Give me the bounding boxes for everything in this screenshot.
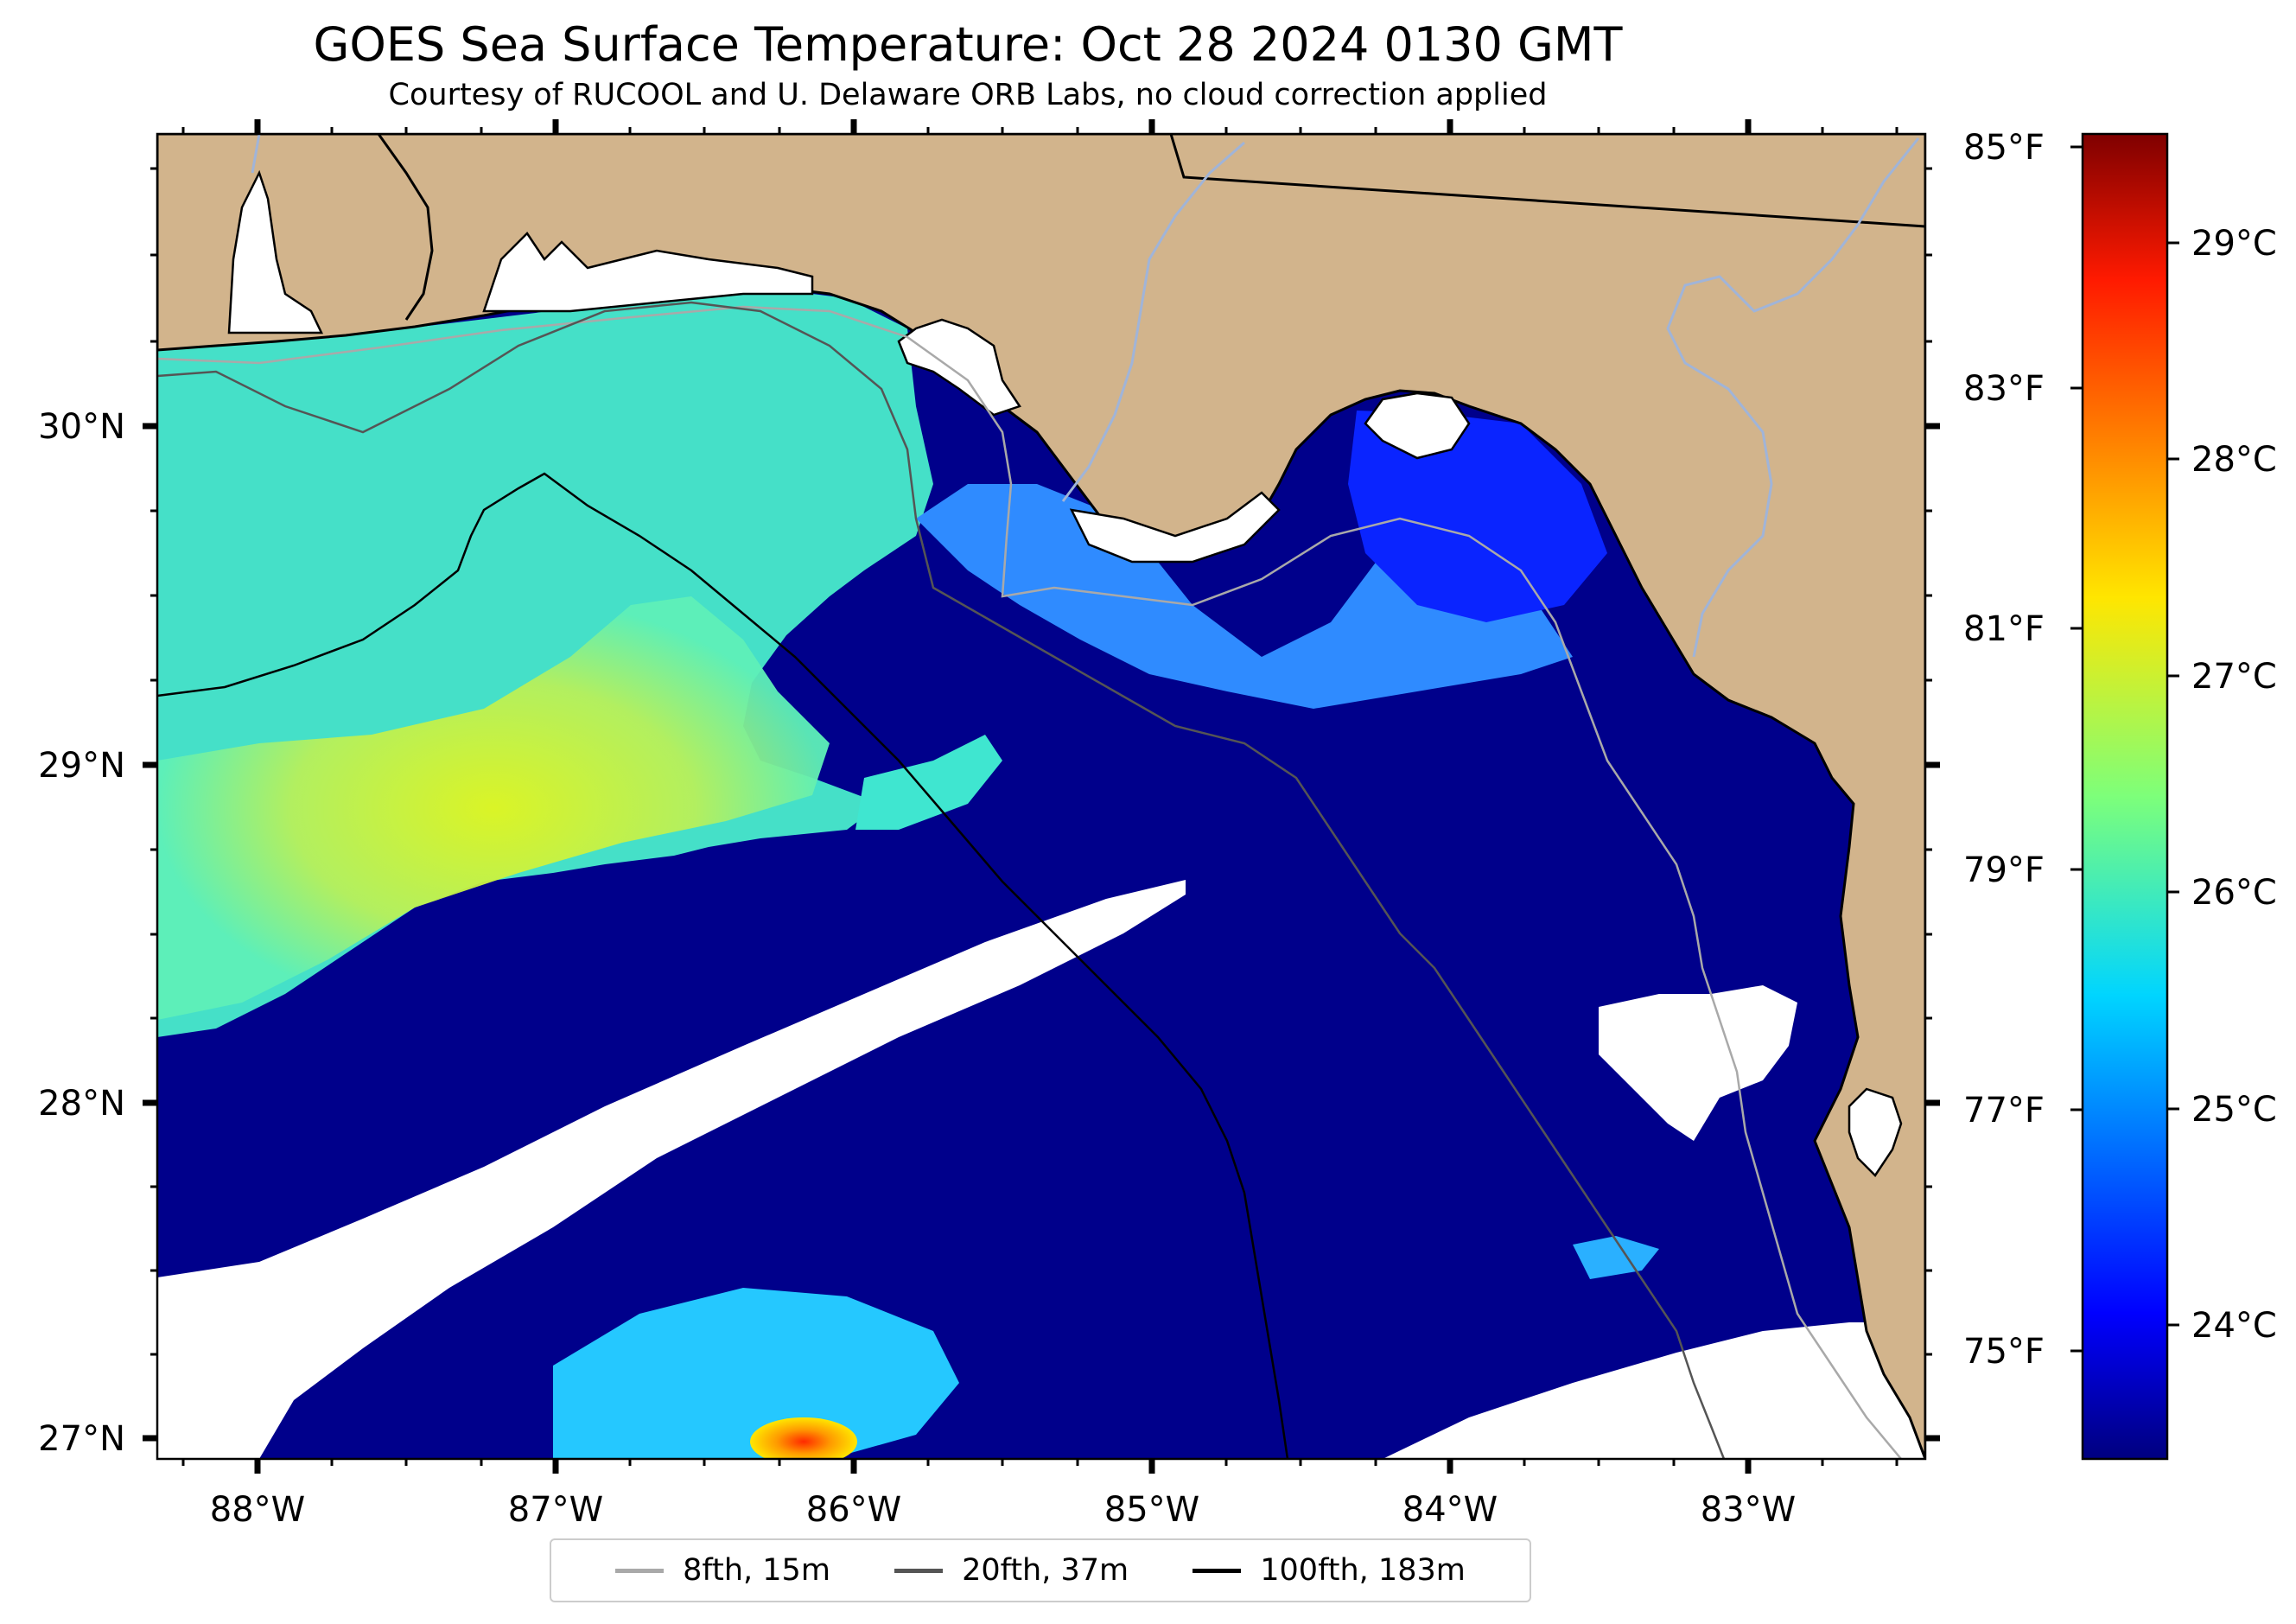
colorbar-fahrenheit-label: 85°F	[1963, 128, 2045, 168]
no-data-southeast	[1383, 1322, 1925, 1459]
map-subtitle: Courtesy of RUCOOL and U. Delaware ORB L…	[388, 78, 1548, 112]
legend-swatch-100fth	[1193, 1568, 1242, 1573]
apalachicola-bay	[1069, 491, 1281, 564]
colorbar-celsius-label: 27°C	[2191, 657, 2277, 697]
cyan-plume-2	[1573, 1236, 1659, 1279]
major-ticks	[143, 119, 1940, 1474]
river	[1061, 141, 1245, 502]
big-bend-marsh	[1364, 392, 1471, 460]
colorbar-fahrenheit-label: 79°F	[1963, 850, 2045, 890]
lon-label: 87°W	[508, 1490, 603, 1530]
lat-label: 27°N	[38, 1419, 125, 1459]
mobile-bay	[227, 169, 323, 334]
lat-label: 28°N	[38, 1084, 125, 1124]
colorbar-ticks	[2070, 145, 2179, 1353]
contour-8fth	[157, 305, 1902, 1459]
warm-yellow-band	[157, 596, 830, 1020]
legend-label: 100fth, 183m	[1260, 1553, 1466, 1588]
contour-legend: 8fth, 15m 20fth, 37m 100fth, 183m	[550, 1538, 1531, 1602]
coastal-sounds	[482, 232, 814, 313]
legend-label: 20fth, 37m	[962, 1553, 1129, 1588]
cyan-edge-east	[916, 484, 1573, 709]
legend-swatch-8fth	[615, 1568, 665, 1573]
colorbar-fahrenheit-label: 77°F	[1963, 1091, 2045, 1130]
legend-item-8fth: 8fth, 15m	[615, 1553, 830, 1588]
blue-northeast	[1348, 411, 1607, 622]
legend-swatch-20fth	[894, 1568, 944, 1573]
colorbar-celsius-label: 28°C	[2191, 440, 2277, 480]
lon-label: 84°W	[1402, 1490, 1498, 1530]
no-data-bigbend	[1599, 985, 1797, 1141]
south-hot-spot	[750, 1417, 857, 1459]
colorbar-celsius-label: 25°C	[2191, 1090, 2277, 1130]
colorbar	[2081, 132, 2169, 1461]
contour-20fth	[157, 301, 1726, 1459]
lon-label: 85°W	[1104, 1490, 1199, 1530]
lon-label: 83°W	[1701, 1490, 1796, 1530]
lon-label: 86°W	[806, 1490, 901, 1530]
legend-item-20fth: 20fth, 37m	[894, 1553, 1129, 1588]
lat-label: 30°N	[38, 407, 125, 447]
lon-label: 88°W	[210, 1490, 305, 1530]
colorbar-celsius-label: 29°C	[2191, 224, 2277, 264]
lat-label: 29°N	[38, 746, 125, 786]
map-title: GOES Sea Surface Temperature: Oct 28 202…	[313, 17, 1623, 72]
map-frame	[156, 132, 1927, 1461]
river-east	[1666, 137, 1920, 658]
colorbar-celsius-label: 24°C	[2191, 1306, 2277, 1346]
colorbar-fahrenheit-label: 75°F	[1963, 1332, 2045, 1372]
no-data-band	[157, 880, 1186, 1459]
minor-ticks	[150, 127, 1932, 1466]
tampa-bay	[1848, 1087, 1903, 1177]
legend-item-100fth: 100fth, 183m	[1193, 1553, 1466, 1588]
choctawhatchee-bays	[897, 318, 1021, 417]
colorbar-celsius-label: 26°C	[2191, 873, 2277, 913]
colorbar-fahrenheit-label: 83°F	[1963, 369, 2045, 409]
state-border	[1169, 134, 1925, 228]
contour-100fth	[157, 472, 1289, 1459]
colorbar-fahrenheit-label: 81°F	[1963, 609, 2045, 649]
state-border-west	[377, 134, 434, 321]
cyan-plume-1	[855, 735, 1002, 830]
south-warm-patch	[553, 1288, 959, 1459]
river-west	[251, 134, 261, 174]
legend-label: 8fth, 15m	[683, 1553, 830, 1588]
